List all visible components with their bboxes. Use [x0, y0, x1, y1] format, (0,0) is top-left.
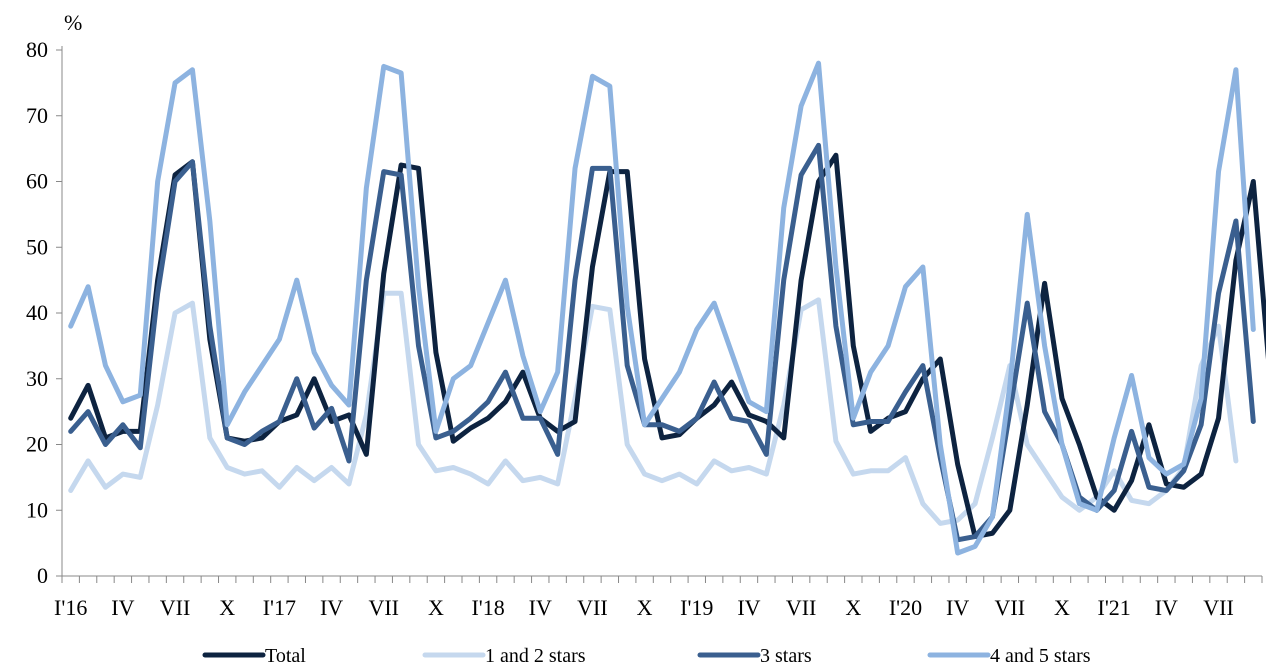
y-tick-label: 40 [26, 300, 48, 325]
y-tick-label: 60 [26, 169, 48, 194]
y-tick-label: 0 [37, 563, 48, 588]
y-tick-label: 30 [26, 366, 48, 391]
series-line-1-and-2-stars [68, 290, 1239, 526]
y-axis-unit-label: % [64, 10, 82, 35]
x-tick-label: VII [1203, 595, 1234, 620]
x-tick-label: IV [529, 595, 552, 620]
y-tick-label: 80 [26, 37, 48, 62]
x-tick-label: I'16 [54, 595, 87, 620]
y-tick-label: 10 [26, 497, 48, 522]
x-tick-label: IV [946, 595, 969, 620]
x-tick-label: IV [111, 595, 134, 620]
legend-label: 4 and 5 stars [990, 645, 1091, 665]
x-axis: I'16 IV VII X I'17 IV VII X I'18 IV VII X I'19 IV VII X… [54, 575, 1263, 620]
x-tick-label: X [219, 595, 235, 620]
legend-label: 1 and 2 stars [485, 645, 586, 665]
series-line-3-stars [68, 142, 1256, 543]
legend: Total 1 and 2 stars 3 stars 4 and 5 stars [202, 645, 1091, 665]
x-tick-label: IV [737, 595, 760, 620]
x-tick-label: IV [1155, 595, 1178, 620]
x-tick-label: I'17 [263, 595, 296, 620]
legend-label: 3 stars [760, 645, 812, 665]
y-tick-label: 20 [26, 432, 48, 457]
legend-label: Total [265, 645, 306, 665]
x-tick-label: I'19 [680, 595, 713, 620]
x-tick-label: VII [368, 595, 399, 620]
series-line-4-and-5-stars [68, 60, 1256, 556]
x-tick-label: I'20 [889, 595, 922, 620]
series-line-total [68, 152, 1266, 540]
x-tick-label: VII [160, 595, 191, 620]
y-tick-label: 70 [26, 103, 48, 128]
x-tick-label: VII [577, 595, 608, 620]
x-tick-label: X [1054, 595, 1070, 620]
x-tick-label: I'21 [1098, 595, 1131, 620]
y-tick-label: 50 [26, 234, 48, 259]
x-tick-label: I'18 [471, 595, 504, 620]
x-tick-label: X [845, 595, 861, 620]
series-group [68, 60, 1266, 556]
y-axis: 0 10 20 30 40 50 60 70 80 [26, 37, 63, 588]
x-tick-label: X [428, 595, 444, 620]
x-tick-label: X [637, 595, 653, 620]
x-tick-label: VII [995, 595, 1026, 620]
x-tick-label: VII [786, 595, 817, 620]
x-tick-label: IV [320, 595, 343, 620]
